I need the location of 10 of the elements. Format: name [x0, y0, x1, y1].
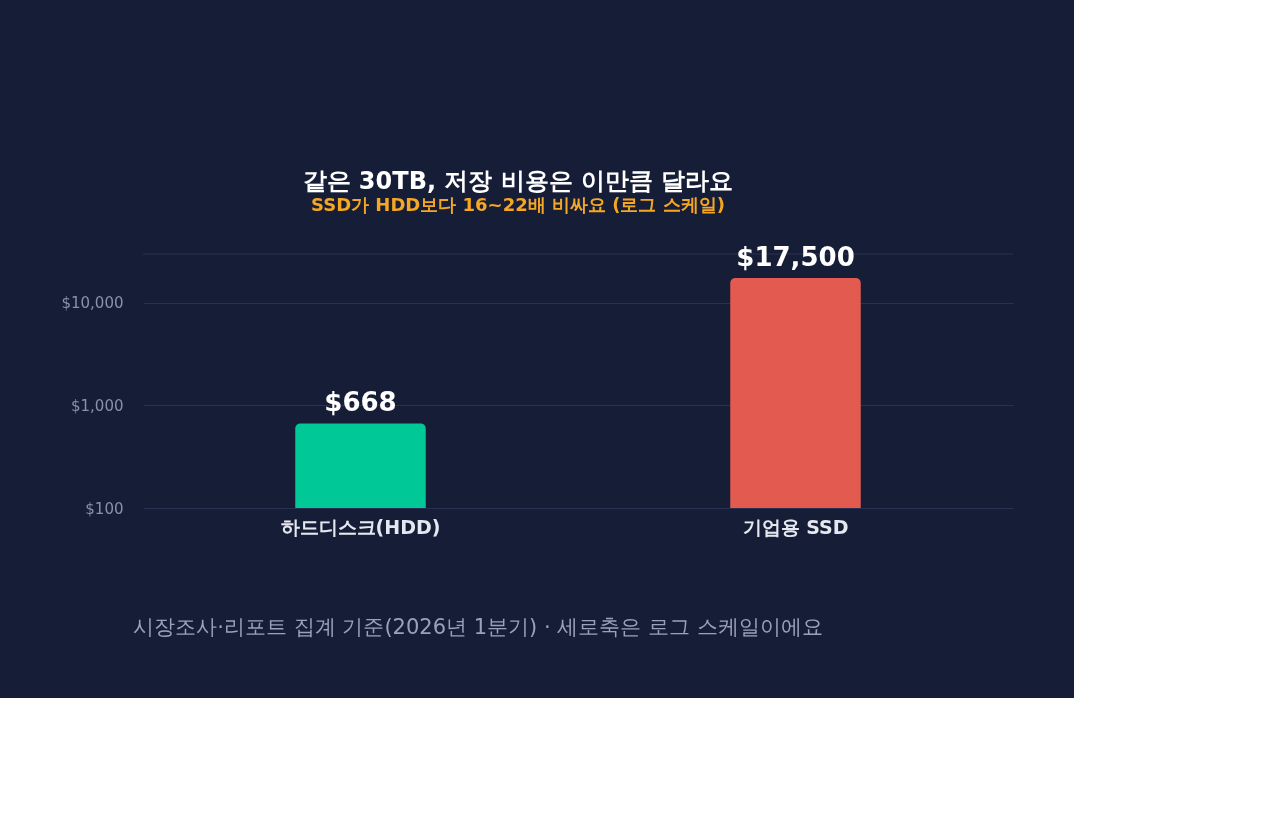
x-tick-label: 기업용 SSD — [742, 515, 849, 538]
y-tick-label: $100 — [85, 499, 124, 518]
data-label: $17,500 — [736, 242, 855, 272]
chart-subtitle: SSD가 HDD보다 16~22배 비싸요 (로그 스케일) — [311, 194, 725, 215]
text: 시장조사·리포트 집계 기준(2026년 1분기) · 세로축은 로그 스케일이에요 — [133, 615, 823, 639]
data-label: $668 — [324, 387, 397, 418]
chart-title: 같은 30TB, 저장 비용은 이만큼 달라요 — [302, 167, 734, 195]
x-tick-label: 하드디스크(HDD) — [280, 515, 441, 538]
y-tick-label: $1,000 — [71, 396, 124, 415]
y-tick-label: $10,000 — [61, 294, 124, 313]
